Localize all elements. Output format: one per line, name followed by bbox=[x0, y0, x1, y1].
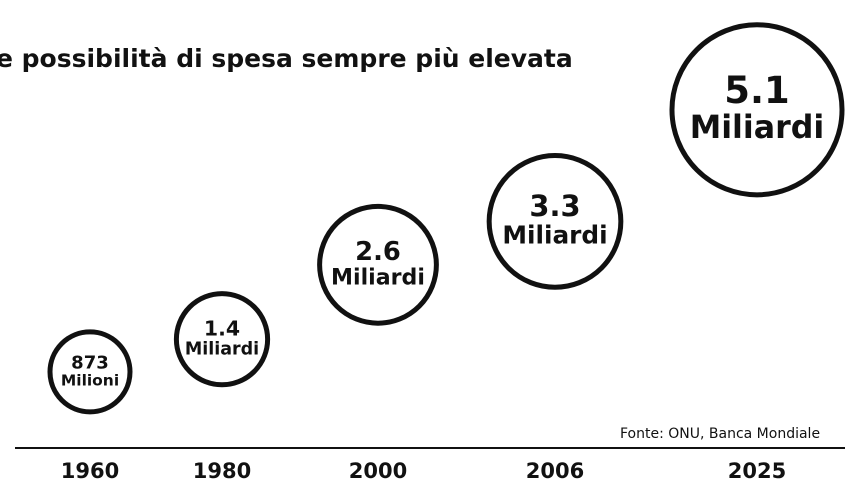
title: e possibilità di spesa sempre più elevat… bbox=[0, 44, 573, 73]
bubble-unit: Miliardi bbox=[185, 340, 259, 360]
bubble-value: 5.1 bbox=[724, 69, 789, 112]
bubble bbox=[317, 203, 439, 326]
year-label: 1980 bbox=[193, 459, 251, 483]
year-label: 2025 bbox=[728, 459, 786, 483]
bubble-value: 1.4 bbox=[204, 317, 240, 341]
bubble-unit: Miliardi bbox=[690, 110, 825, 146]
bubble bbox=[47, 329, 133, 415]
year-label: 1960 bbox=[61, 459, 119, 483]
bubble-value: 2.6 bbox=[355, 237, 401, 267]
bubble-unit: Miliardi bbox=[502, 220, 607, 249]
bubble bbox=[669, 22, 845, 198]
bubble bbox=[486, 153, 624, 290]
bubble-value: 3.3 bbox=[529, 189, 580, 223]
year-label: 2000 bbox=[349, 459, 407, 483]
year-label: 2006 bbox=[526, 459, 584, 483]
bubble-unit: Miliardi bbox=[331, 265, 425, 291]
source: Fonte: ONU, Banca Mondiale bbox=[620, 426, 820, 442]
bubble-value: 873 bbox=[71, 352, 109, 373]
bubble bbox=[173, 291, 271, 388]
bubble-unit: Milioni bbox=[61, 372, 119, 390]
